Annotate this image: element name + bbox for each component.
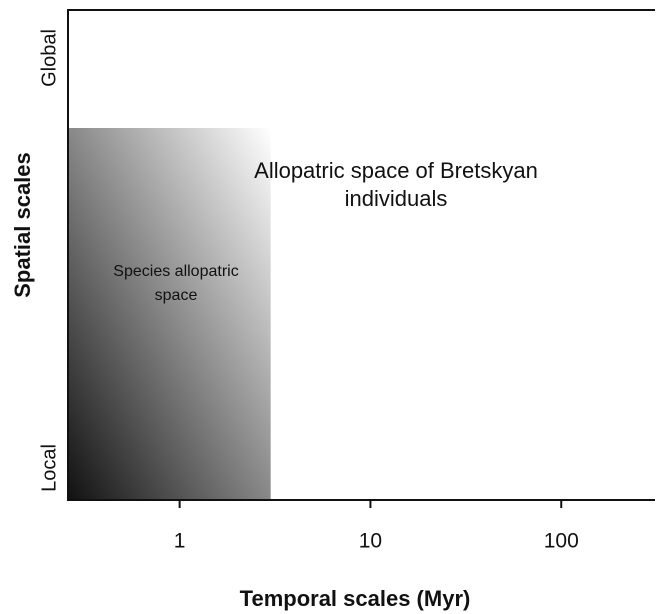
annotation: Allopatric space of Bretskyan bbox=[254, 158, 538, 183]
x-tick-label: 1 bbox=[174, 530, 186, 553]
axis-frame bbox=[67, 9, 655, 501]
region-label: space bbox=[155, 287, 198, 304]
region bbox=[68, 128, 271, 500]
x-tick-label: 100 bbox=[544, 530, 579, 553]
y-axis-label: Spatial scales bbox=[10, 152, 35, 298]
annotation: individuals bbox=[345, 186, 448, 211]
x-axis-label: Temporal scales (Myr) bbox=[240, 586, 471, 611]
region-label: Species allopatric bbox=[113, 263, 238, 280]
y-category-label: Global bbox=[38, 29, 60, 87]
y-category-label: Local bbox=[38, 444, 60, 492]
x-tick-label: 10 bbox=[359, 530, 382, 553]
